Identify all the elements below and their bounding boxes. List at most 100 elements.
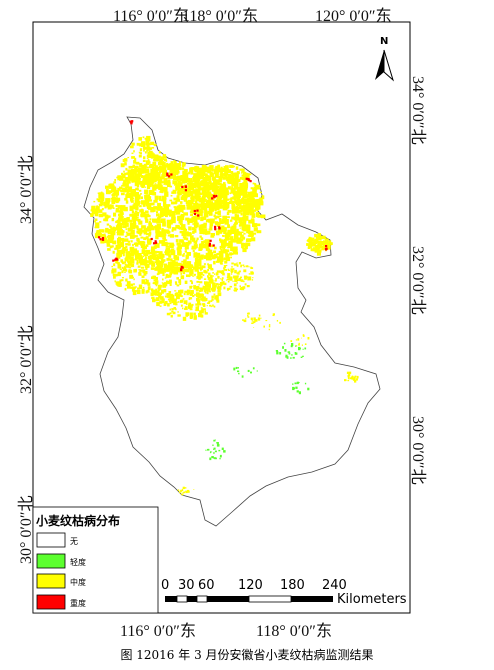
zone-speck — [236, 190, 241, 197]
zone-speck — [179, 230, 182, 234]
zone-speck — [199, 281, 203, 284]
zone-speck — [222, 215, 227, 220]
zone-speck — [193, 228, 197, 233]
zone-speck — [187, 199, 192, 206]
zone-speck — [132, 191, 137, 197]
zone-speck — [153, 281, 157, 285]
zone-speck — [214, 174, 218, 178]
zone-speck — [191, 209, 194, 212]
zone-speck — [222, 173, 225, 176]
zone-speck — [352, 377, 356, 381]
zone-speck — [238, 217, 243, 223]
zone-speck — [244, 172, 249, 178]
zone-speck — [209, 221, 214, 227]
zone-speck — [161, 239, 166, 243]
zone-speck — [246, 205, 249, 208]
zone-speck — [162, 169, 167, 175]
zone-speck — [155, 231, 160, 237]
zone-speck — [228, 242, 233, 249]
zone-speck — [209, 165, 213, 170]
zone-speck — [234, 289, 238, 292]
zone-speck — [236, 264, 239, 267]
zone-speck — [214, 450, 217, 453]
zone-speck — [268, 325, 271, 328]
zone-speck — [216, 198, 220, 202]
zone-speck — [177, 191, 180, 194]
legend-swatch-light — [36, 553, 66, 569]
zone-speck — [245, 242, 251, 247]
zone-speck — [159, 254, 161, 257]
zone-speck — [236, 272, 239, 275]
zone-speck — [188, 184, 192, 190]
zone-speck — [227, 278, 230, 281]
zone-speck — [198, 262, 202, 267]
zone-speck — [142, 136, 145, 139]
zone-speck — [183, 177, 187, 182]
zone-speck — [231, 273, 233, 275]
zone-speck — [225, 256, 231, 262]
zone-speck — [238, 270, 241, 273]
zone-speck — [171, 174, 174, 177]
zone-speck — [253, 327, 255, 328]
zone-speck — [190, 178, 193, 181]
zone-speck — [158, 206, 163, 210]
zone-speck — [199, 172, 203, 175]
zone-speck — [179, 492, 181, 494]
zone-speck — [134, 166, 138, 171]
zone-speck — [141, 279, 144, 281]
zone-speck — [134, 157, 137, 161]
zone-speck — [178, 290, 181, 294]
zone-speck — [185, 490, 187, 493]
zone-speck — [356, 375, 359, 379]
zone-speck — [192, 219, 196, 223]
zone-speck — [233, 268, 235, 270]
zone-speck — [164, 277, 167, 279]
zone-speck — [146, 238, 152, 244]
zone-speck — [161, 260, 165, 264]
zone-speck — [186, 177, 189, 180]
zone-speck — [133, 289, 137, 293]
zone-speck — [231, 191, 234, 194]
zone-speck — [114, 197, 118, 203]
zone-speck — [172, 170, 176, 174]
zone-speck — [136, 260, 139, 263]
zone-speck — [158, 294, 162, 298]
zone-speck — [148, 220, 151, 224]
zone-speck — [193, 252, 198, 258]
zone-speck — [236, 228, 239, 232]
zone-speck — [189, 191, 194, 197]
zone-speck — [193, 315, 197, 320]
zone-speck — [200, 266, 204, 269]
zone-speck — [178, 188, 183, 192]
zone-speck — [221, 281, 225, 285]
zone-speck — [230, 256, 232, 259]
zone-speck — [259, 201, 264, 206]
zone-speck — [119, 279, 122, 282]
zone-speck — [234, 239, 239, 243]
zone-speck — [156, 184, 158, 187]
zone-speck — [141, 168, 146, 173]
zone-speck — [149, 177, 154, 182]
zone-speck — [149, 252, 152, 255]
zone-speck — [155, 261, 159, 265]
zone-speck — [213, 169, 215, 171]
zone-speck — [217, 169, 219, 171]
zone-speck — [250, 219, 255, 224]
zone-speck — [156, 213, 160, 217]
zone-speck — [111, 269, 115, 274]
zone-speck — [143, 156, 146, 160]
zone-speck — [174, 213, 177, 215]
zone-speck — [116, 283, 120, 286]
zone-speck — [223, 257, 228, 261]
zone-speck — [246, 276, 249, 279]
zone-speck — [106, 198, 111, 202]
zone-speck — [138, 253, 142, 256]
zone-speck — [241, 198, 246, 203]
severe-speck — [245, 177, 248, 180]
zone-speck — [186, 172, 189, 175]
zone-speck — [172, 211, 175, 215]
zone-speck — [121, 184, 123, 187]
zone-speck — [132, 290, 137, 296]
zone-speck — [121, 187, 126, 191]
zone-speck — [243, 269, 247, 273]
